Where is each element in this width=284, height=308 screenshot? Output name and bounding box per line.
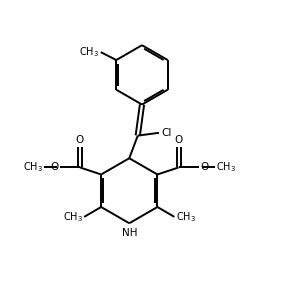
Text: O: O bbox=[174, 135, 183, 145]
Text: O: O bbox=[200, 162, 208, 172]
Text: CH$_3$: CH$_3$ bbox=[216, 160, 236, 174]
Text: O: O bbox=[50, 162, 59, 172]
Text: O: O bbox=[76, 135, 84, 145]
Text: Cl: Cl bbox=[162, 128, 172, 138]
Text: CH$_3$: CH$_3$ bbox=[63, 210, 83, 224]
Text: CH$_3$: CH$_3$ bbox=[176, 210, 195, 224]
Text: CH$_3$: CH$_3$ bbox=[79, 45, 99, 59]
Text: NH: NH bbox=[122, 228, 137, 238]
Text: CH$_3$: CH$_3$ bbox=[23, 160, 43, 174]
